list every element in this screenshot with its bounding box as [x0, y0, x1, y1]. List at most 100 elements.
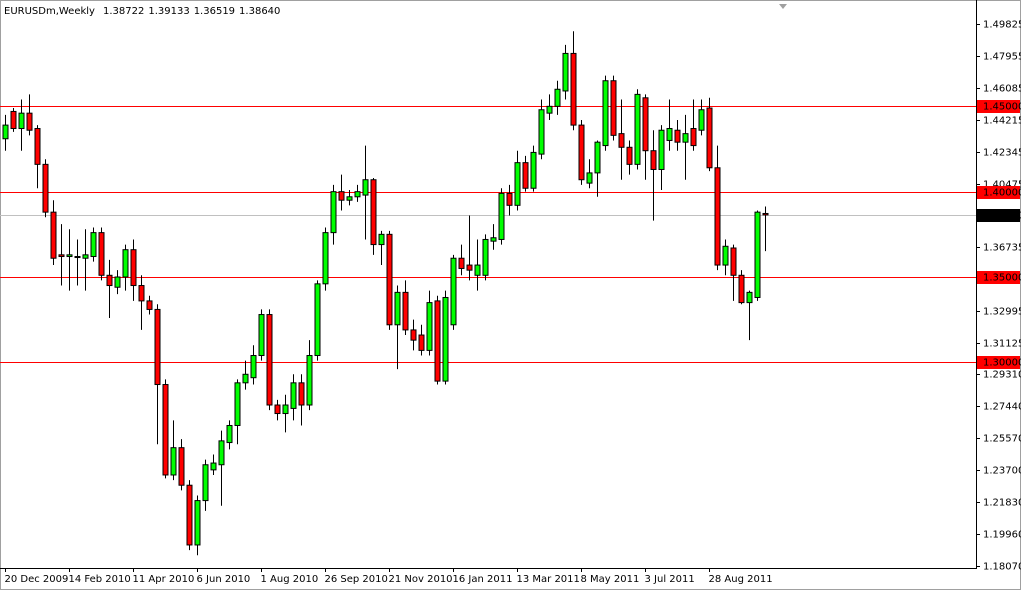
x-tick-label: 26 Sep 2010 — [325, 574, 388, 585]
candle-body — [402, 291, 409, 331]
y-tick-label: 1.32995 — [983, 307, 1021, 318]
y-tick-label: 1.31125 — [983, 339, 1021, 350]
candle-body — [242, 373, 249, 384]
candle-body — [330, 191, 337, 234]
candle-body — [674, 129, 681, 143]
x-tick-label: 16 Jan 2011 — [453, 574, 513, 585]
candle-body — [578, 124, 585, 181]
y-tick-label: 1.40475 — [983, 180, 1021, 191]
y-tick-label: 1.25570 — [983, 434, 1021, 445]
y-tick-label: 1.42345 — [983, 148, 1021, 159]
x-tick-label: 6 Jun 2010 — [197, 574, 251, 585]
candle-body — [626, 146, 633, 165]
candle-body — [746, 291, 753, 304]
candles — [2, 31, 769, 556]
candle-body — [218, 440, 225, 466]
candle-body — [58, 254, 65, 258]
candle-body — [250, 355, 257, 379]
y-tick-label: 1.29310 — [983, 370, 1021, 381]
candle-body — [650, 150, 657, 170]
y-tick-label: 1.19960 — [983, 530, 1021, 541]
candle-body — [186, 484, 193, 546]
candle-body — [178, 447, 185, 486]
candle-body — [42, 163, 49, 213]
candle-body — [234, 382, 241, 426]
candle-body — [586, 172, 593, 184]
candle-body — [82, 254, 89, 259]
current-price-box — [977, 209, 1020, 222]
header-value: 1.38722 — [103, 6, 144, 17]
candle-body — [290, 382, 297, 409]
x-tick-label: 28 Aug 2011 — [709, 574, 773, 585]
axes: 1.49825 1.47955 1.46085 1.44215 1.42345 1.404… — [5, 20, 1021, 586]
candle-body — [722, 245, 729, 266]
level-label-box — [977, 186, 1020, 199]
y-tick-label: 1.47955 — [983, 52, 1021, 63]
y-tick-label: 1.23700 — [983, 466, 1021, 477]
y-tick-label: 1.21830 — [983, 498, 1021, 509]
candle-body — [754, 211, 761, 298]
candle-body — [514, 162, 521, 206]
candle-body — [138, 285, 145, 302]
candle-body — [146, 300, 153, 310]
candle-body — [362, 179, 369, 196]
level-label-box — [977, 271, 1020, 284]
candle-body — [18, 112, 25, 130]
level-label: 1.40000 — [983, 188, 1021, 199]
candle-body — [274, 404, 281, 415]
candle-body — [666, 128, 673, 141]
x-tick-label: 20 Dec 2009 — [5, 574, 69, 585]
candle-body — [338, 191, 345, 201]
y-tick-label: 1.44215 — [983, 116, 1021, 127]
candle-body — [386, 233, 393, 326]
header-value: 1.36519 — [194, 6, 235, 17]
candle-body — [474, 264, 481, 276]
candle-body — [354, 191, 361, 198]
levels — [0, 106, 976, 363]
candle-body — [682, 133, 689, 143]
candle-body — [506, 192, 513, 206]
candle-body — [122, 249, 129, 278]
level-label-box — [977, 100, 1020, 113]
x-tick-label: 13 Mar 2011 — [517, 574, 580, 585]
candle-body — [258, 314, 265, 357]
candle-body — [618, 133, 625, 148]
candle-body — [346, 196, 353, 201]
candle-body — [162, 384, 169, 476]
level-label-box — [977, 356, 1020, 369]
shift-marker — [779, 4, 787, 9]
candle-body — [322, 232, 329, 285]
candle-body — [482, 238, 489, 276]
x-tick-label: 8 May 2011 — [581, 574, 640, 585]
candle-body — [490, 237, 497, 242]
candle-body — [538, 109, 545, 155]
candle-body — [210, 462, 217, 471]
candle-body — [90, 232, 97, 258]
candle-body — [706, 107, 713, 169]
candle-body — [594, 141, 601, 174]
candle-body — [522, 162, 529, 189]
header: EURUSDm,Weekly 1.38722 1.39133 1.36519 1.38… — [4, 6, 280, 17]
candle-body — [170, 447, 177, 476]
level-label: 1.35000 — [983, 273, 1021, 284]
level-label: 1.30000 — [983, 358, 1021, 369]
candle-body — [114, 276, 121, 288]
x-tick-label: 14 Feb 2010 — [69, 574, 131, 585]
candle-body — [418, 334, 425, 351]
candle-body — [450, 257, 457, 326]
candle-body — [698, 109, 705, 131]
candle-body — [106, 274, 113, 287]
candle-body — [194, 500, 201, 546]
y-tick-label: 1.27440 — [983, 402, 1021, 413]
candle-body — [602, 80, 609, 147]
candle-body — [282, 404, 289, 415]
candle-body — [610, 80, 617, 136]
candle-body — [714, 167, 721, 266]
candle-body — [66, 254, 73, 258]
candle-body — [458, 257, 465, 269]
candle-body — [202, 464, 209, 502]
candle-body — [762, 212, 769, 216]
candle-body — [546, 105, 553, 114]
